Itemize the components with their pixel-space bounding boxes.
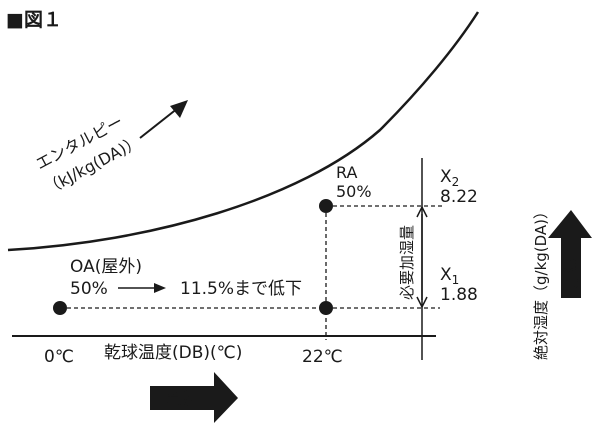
heating-badge-label: 暖房 <box>162 389 194 408</box>
enthalpy-arrow <box>139 100 188 139</box>
enthalpy-annotation: エンタルピー （kJ/kg(DA)） <box>32 112 143 199</box>
humidify-badge: 加湿 <box>548 210 592 298</box>
x2-subscript: 2 <box>452 175 460 189</box>
required-humidification-arrow <box>416 205 428 309</box>
x2-value: 8.22 <box>440 187 478 207</box>
humidify-badge-label: 加湿 <box>562 258 580 289</box>
oa-rh-label: 50% <box>70 279 108 299</box>
x-22c-label: 22℃ <box>302 347 343 367</box>
x1-label: X1 <box>440 265 459 287</box>
oa-drop-arrow <box>118 283 166 293</box>
x1-subscript: 1 <box>452 273 460 287</box>
x1-letter: X <box>440 265 452 285</box>
absolute-humidity-label: 絶対湿度（g/kg(DA)） <box>532 204 550 360</box>
saturation-curve <box>7 11 480 252</box>
x1-value: 1.88 <box>440 285 478 305</box>
figure-title: ■図１ <box>6 9 62 31</box>
required-humidification-label: 必要加湿量 <box>398 225 416 300</box>
heating-badge: 暖房 <box>150 372 238 423</box>
oa-label: OA(屋外) <box>70 257 142 277</box>
ra-rh-label: 50% <box>336 182 372 201</box>
ra-label: RA <box>336 163 357 182</box>
x-start-label: 0℃ <box>44 347 74 367</box>
x2-letter: X <box>440 167 452 187</box>
x2-label: X2 <box>440 167 459 189</box>
oa-target-point <box>319 301 333 315</box>
ra-point <box>319 199 333 213</box>
oa-result-label: 11.5%まで低下 <box>180 279 302 299</box>
x-axis-title: 乾球温度(DB)(℃) <box>104 343 242 363</box>
oa-point <box>53 301 67 315</box>
